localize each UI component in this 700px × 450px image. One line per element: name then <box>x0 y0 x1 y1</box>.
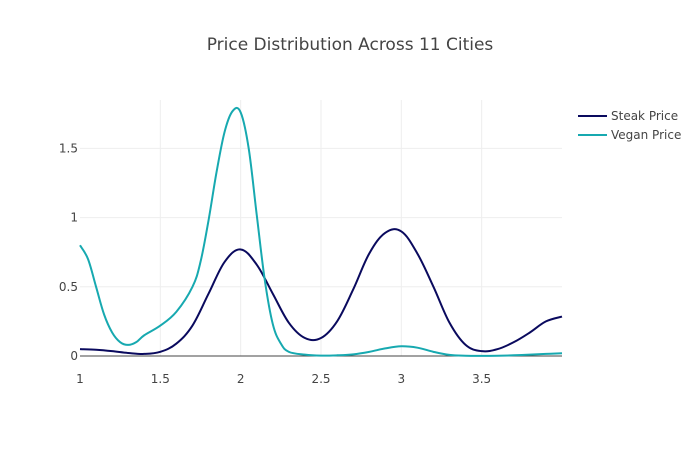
legend-item-steak-price[interactable]: Steak Price <box>578 109 678 123</box>
y-tick-label: 1.5 <box>59 141 78 155</box>
x-tick-label: 1.5 <box>151 372 170 386</box>
legend[interactable]: Steak Price Vegan Price <box>578 109 681 142</box>
x-tick-label: 1 <box>76 372 84 386</box>
series-line-vegan-price <box>79 106 563 357</box>
chart-title: Price Distribution Across 11 Cities <box>207 35 494 55</box>
y-tick-label: 0.5 <box>59 280 78 294</box>
axis-layer: 1 1.5 2 2.5 3 3.5 0 0.5 1 1.5 <box>59 141 491 386</box>
x-tick-label: 3 <box>398 372 406 386</box>
x-tick-label: 2.5 <box>311 372 330 386</box>
legend-label: Steak Price <box>611 109 678 123</box>
series-line-steak-price <box>79 228 563 355</box>
y-tick-label: 0 <box>70 349 78 363</box>
x-tick-label: 2 <box>237 372 245 386</box>
y-tick-label: 1 <box>70 211 78 225</box>
legend-item-vegan-price[interactable]: Vegan Price <box>578 128 681 142</box>
series-layer <box>79 106 563 357</box>
legend-label: Vegan Price <box>611 128 681 142</box>
x-tick-label: 3.5 <box>472 372 491 386</box>
